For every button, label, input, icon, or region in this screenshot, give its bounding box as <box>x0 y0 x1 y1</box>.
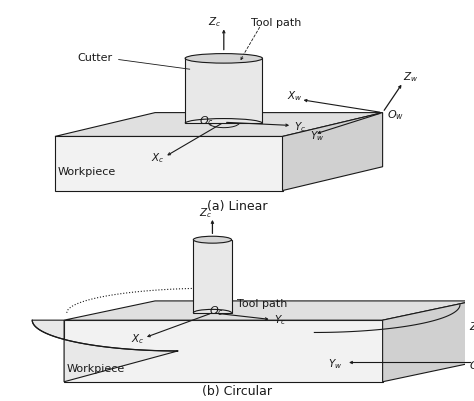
Text: $Z_c$: $Z_c$ <box>199 206 212 220</box>
Text: $Z_w$: $Z_w$ <box>469 320 474 334</box>
Text: $X_c$: $X_c$ <box>151 151 164 165</box>
Text: $Z_w$: $Z_w$ <box>403 71 419 84</box>
Text: Tool path: Tool path <box>251 18 301 28</box>
Polygon shape <box>32 320 178 382</box>
Text: Cutter: Cutter <box>78 53 113 63</box>
Text: Tool path: Tool path <box>237 299 288 309</box>
Text: Workpiece: Workpiece <box>57 167 116 177</box>
Text: $Z_c$: $Z_c$ <box>208 16 221 29</box>
Text: $Y_c$: $Y_c$ <box>274 314 286 327</box>
Polygon shape <box>55 113 383 136</box>
Text: $O_c$: $O_c$ <box>199 114 214 128</box>
Text: $Y_c$: $Y_c$ <box>294 120 307 134</box>
Text: $X_w$: $X_w$ <box>287 89 302 103</box>
Polygon shape <box>185 59 263 124</box>
Polygon shape <box>64 320 383 382</box>
Ellipse shape <box>185 54 263 63</box>
Text: $O_c$: $O_c$ <box>209 304 224 318</box>
Polygon shape <box>283 113 383 190</box>
Text: $O_w$: $O_w$ <box>469 359 474 373</box>
Text: $X_c$: $X_c$ <box>130 332 144 346</box>
Text: (b) Circular: (b) Circular <box>202 385 272 398</box>
Text: $Y_w$: $Y_w$ <box>310 130 324 144</box>
Polygon shape <box>383 301 474 382</box>
Text: Workpiece: Workpiece <box>66 364 125 374</box>
Text: (a) Linear: (a) Linear <box>207 200 267 213</box>
Text: $Y_w$: $Y_w$ <box>328 357 342 371</box>
Text: $O_w$: $O_w$ <box>387 108 404 122</box>
Polygon shape <box>55 136 283 190</box>
Polygon shape <box>193 240 231 313</box>
Ellipse shape <box>193 236 231 243</box>
Polygon shape <box>64 301 474 320</box>
